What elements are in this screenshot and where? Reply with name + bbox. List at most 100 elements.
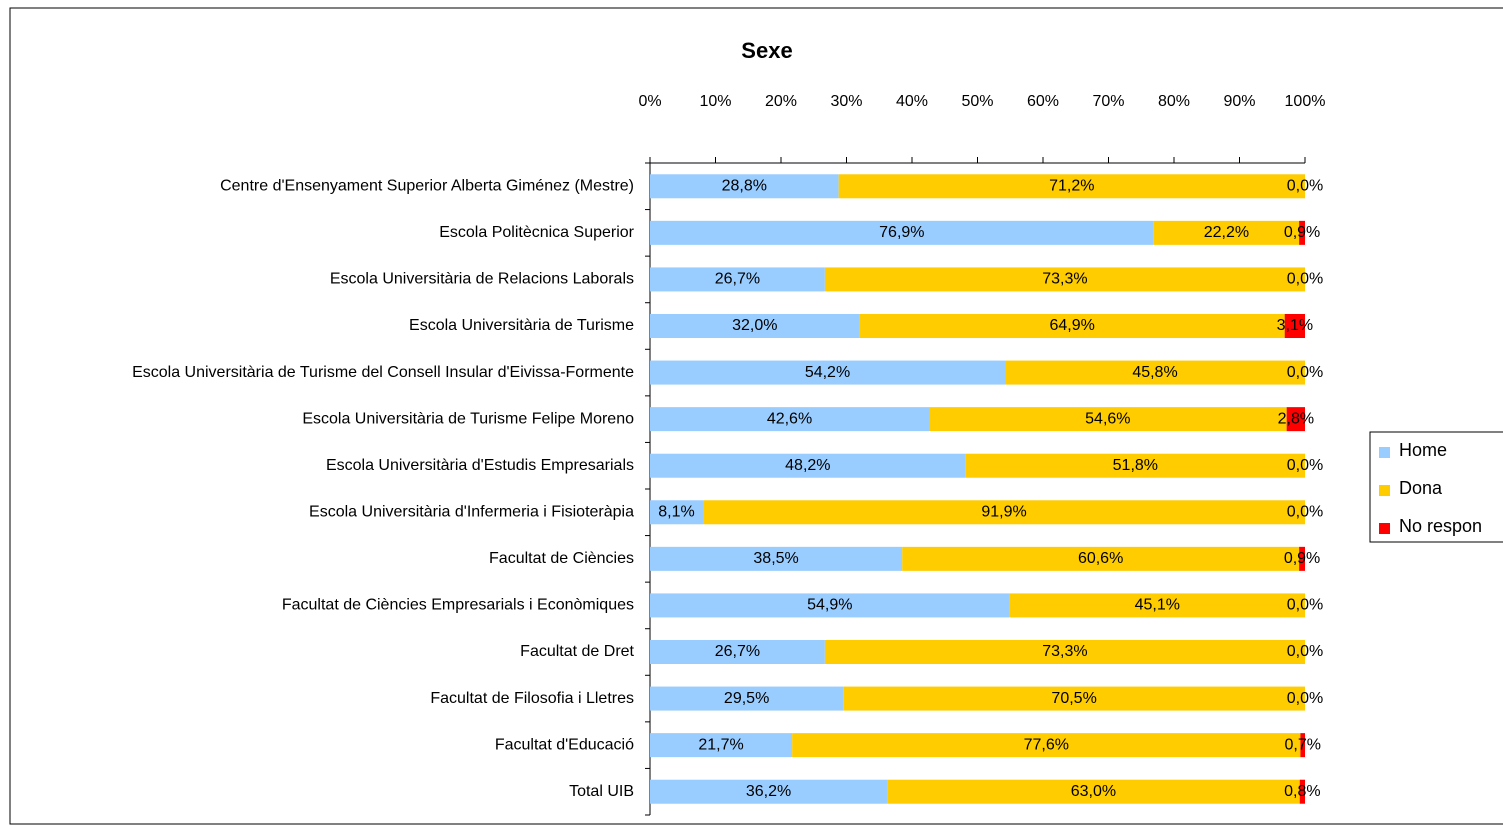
x-tick-label: 50% [961,93,993,110]
bar-segment [824,267,1305,292]
bar-segment [650,593,1010,618]
bar-segment [929,407,1287,432]
legend-label: Dona [1399,478,1443,498]
legend-label: No respon [1399,516,1482,536]
data-label: 71,2% [1049,178,1094,195]
legend-swatch [1379,523,1390,534]
y-tick-label: Escola Universitària de Turisme [409,317,634,334]
bar-segment [1299,220,1305,245]
data-label: 26,7% [715,643,760,660]
bar-segment [650,267,825,292]
y-tick-label: Escola Politècnica Superior [439,224,634,241]
x-tick-label: 20% [765,93,797,110]
data-label: 0,0% [1287,597,1323,614]
y-tick-label: Escola Universitària de Relacions Labora… [330,271,634,288]
data-label: 2,8% [1278,410,1314,427]
bar-segment [650,174,839,199]
data-label: 26,7% [715,271,760,288]
bar-segment [650,640,825,664]
x-tick-label: 40% [896,93,928,110]
data-label: 3,1% [1277,317,1313,334]
bar-segment [650,500,704,525]
data-label: 42,6% [767,410,812,427]
y-tick-label: Escola Universitària d'Infermeria i Fisi… [309,504,634,521]
bar-segment [703,500,1305,525]
data-label: 22,2% [1204,224,1249,241]
bar-segment [650,546,903,571]
legend-swatch [1379,447,1390,458]
data-label: 28,8% [722,178,767,195]
chart-border [9,7,1503,825]
y-tick-label: Centre d'Ensenyament Superior Alberta Gi… [220,178,634,195]
data-label: 54,9% [807,597,852,614]
legend-box [1369,431,1503,543]
x-tick-label: 90% [1223,93,1255,110]
data-label: 64,9% [1049,317,1094,334]
data-label: 0,8% [1284,783,1320,800]
data-label: 0,9% [1284,550,1320,567]
x-tick-label: 30% [830,93,862,110]
data-label: 0,9% [1284,224,1320,241]
x-tick-label: 0% [638,93,661,110]
data-label: 29,5% [724,690,769,707]
bar-segment [650,733,793,758]
data-label: 54,6% [1085,410,1130,427]
data-label: 0,0% [1287,690,1323,707]
y-tick-label: Facultat de Ciències [489,550,634,567]
bar-segment [650,779,888,804]
x-tick-label: 70% [1092,93,1124,110]
bar-segment [650,220,1154,245]
y-tick-label: Total UIB [569,783,634,800]
bar-segment [1299,546,1305,571]
bar-segment [887,779,1300,804]
bar-segment [902,546,1300,571]
data-label: 0,0% [1287,643,1323,660]
data-label: 0,0% [1287,178,1323,195]
bar-segment [859,314,1285,338]
data-label: 45,1% [1135,597,1180,614]
y-tick-label: Escola Universitària d'Estudis Empresari… [326,457,634,474]
bar-segment [1299,779,1305,804]
x-tick-label: 60% [1027,93,1059,110]
data-label: 0,0% [1287,504,1323,521]
y-tick-label: Facultat de Ciències Empresarials i Econ… [282,597,634,614]
data-label: 32,0% [732,317,777,334]
bar-segment [650,407,930,432]
y-tick-label: Escola Universitària de Turisme del Cons… [132,364,634,381]
data-label: 73,3% [1042,271,1087,288]
data-label: 54,2% [805,364,850,381]
bar-segment [1005,360,1305,385]
bar-segment [824,640,1305,664]
legend-label: Home [1399,440,1447,460]
data-label: 38,5% [753,550,798,567]
data-label: 76,9% [879,224,924,241]
bar-segment [650,453,966,478]
x-tick-label: 80% [1158,93,1190,110]
bar-segment [1153,220,1300,245]
data-label: 0,0% [1287,364,1323,381]
x-tick-label: 10% [699,93,731,110]
data-label: 91,9% [981,504,1026,521]
data-label: 70,5% [1051,690,1096,707]
data-label: 0,0% [1287,271,1323,288]
data-label: 0,0% [1287,457,1323,474]
bar-segment [792,733,1301,758]
data-label: 8,1% [658,504,694,521]
bar-segment [843,686,1305,711]
data-label: 51,8% [1113,457,1158,474]
y-tick-label: Escola Universitària de Turisme Felipe M… [302,410,634,427]
data-label: 63,0% [1071,783,1116,800]
data-label: 36,2% [746,783,791,800]
legend-swatch [1379,485,1390,496]
x-tick-label: 100% [1285,93,1326,110]
data-label: 48,2% [785,457,830,474]
data-label: 21,7% [698,736,743,753]
data-label: 77,6% [1024,736,1069,753]
bar-segment [650,686,844,711]
bar-segment [1009,593,1305,618]
chart-title: Sexe [741,38,792,63]
y-tick-label: Facultat d'Educació [495,736,634,753]
data-label: 0,7% [1284,736,1320,753]
bar-segment [1286,407,1305,432]
